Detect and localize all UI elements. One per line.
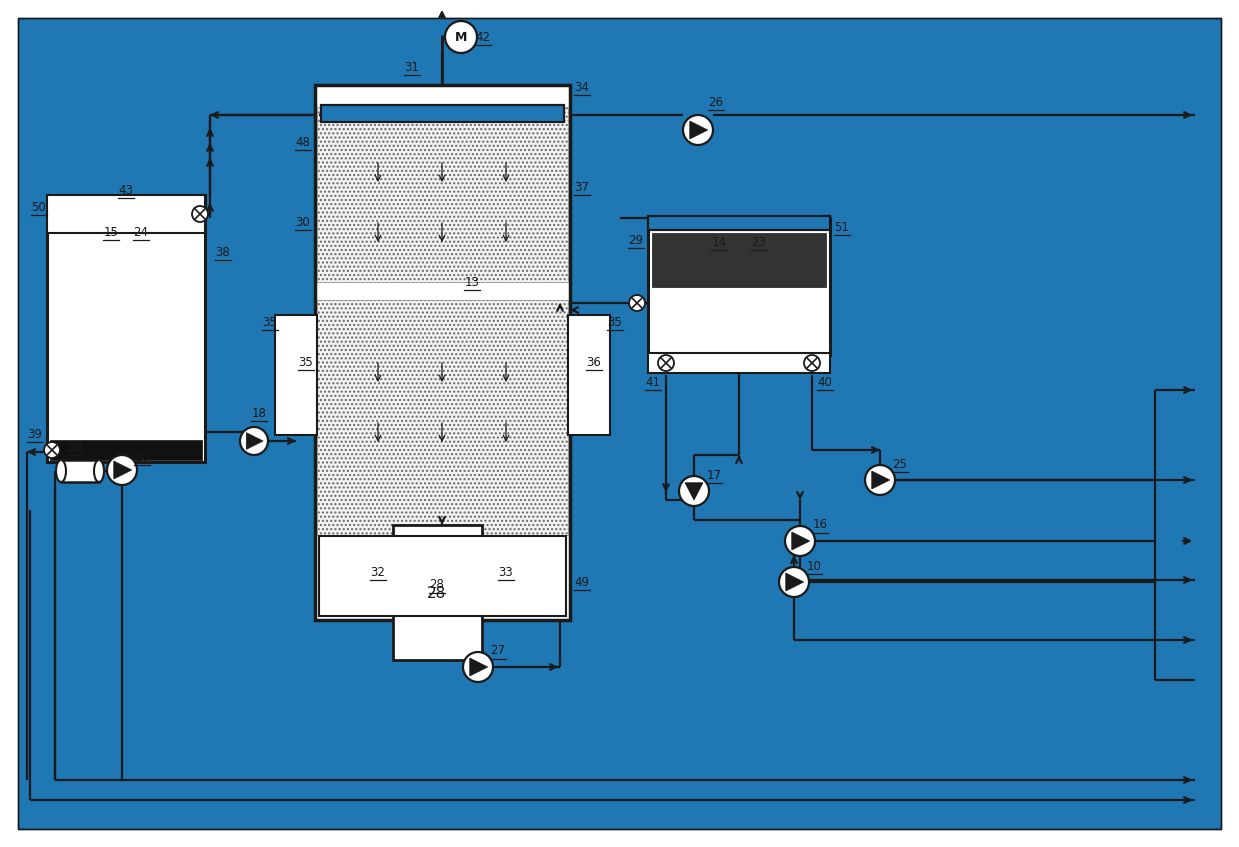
- Bar: [652, 233, 826, 287]
- Text: 31: 31: [405, 60, 420, 74]
- Text: 49: 49: [575, 575, 590, 589]
- Bar: [648, 218, 830, 355]
- Text: 17: 17: [706, 468, 721, 481]
- Text: 28: 28: [430, 579, 445, 591]
- Polygon shape: [786, 573, 804, 591]
- Text: 29: 29: [628, 234, 643, 246]
- Text: 19: 19: [67, 440, 83, 453]
- Circle shape: [629, 295, 646, 311]
- Text: 24: 24: [134, 225, 149, 239]
- Circle shape: [779, 567, 809, 597]
- Circle shape: [865, 465, 895, 495]
- Polygon shape: [114, 461, 131, 479]
- Bar: [61, 460, 99, 482]
- Bar: [648, 216, 830, 230]
- Text: 41: 41: [646, 375, 660, 389]
- Text: 33: 33: [498, 566, 513, 579]
- Text: 35: 35: [299, 356, 313, 368]
- Text: 10: 10: [807, 560, 821, 573]
- Text: 27: 27: [491, 645, 506, 657]
- Text: 13: 13: [465, 275, 479, 289]
- Text: 48: 48: [296, 136, 311, 148]
- Polygon shape: [690, 121, 707, 139]
- Text: 16: 16: [813, 518, 828, 532]
- Circle shape: [192, 206, 208, 222]
- Text: 32: 32: [370, 566, 385, 579]
- Text: 15: 15: [104, 225, 119, 239]
- Polygon shape: [685, 483, 703, 500]
- Bar: [317, 300, 567, 535]
- Bar: [323, 107, 563, 120]
- Text: 35: 35: [263, 315, 278, 329]
- Text: 36: 36: [586, 356, 601, 368]
- Text: 20: 20: [135, 451, 150, 463]
- Text: M: M: [455, 30, 467, 43]
- Text: 43: 43: [119, 184, 134, 197]
- Text: 14: 14: [711, 235, 726, 248]
- Bar: [648, 216, 830, 230]
- Circle shape: [107, 455, 138, 485]
- Circle shape: [679, 476, 709, 506]
- Text: 38: 38: [216, 246, 230, 258]
- Text: 23: 23: [752, 235, 767, 248]
- Text: 40: 40: [818, 375, 833, 389]
- Bar: [570, 317, 608, 433]
- Text: 51: 51: [835, 220, 850, 234]
- Text: 28: 28: [427, 585, 446, 601]
- Text: 37: 37: [575, 180, 590, 193]
- Bar: [275, 315, 317, 435]
- Bar: [47, 195, 204, 462]
- Ellipse shape: [56, 460, 66, 482]
- Bar: [315, 85, 570, 620]
- Bar: [317, 107, 567, 282]
- Text: 50: 50: [32, 201, 46, 213]
- Circle shape: [658, 355, 674, 371]
- Polygon shape: [247, 433, 263, 450]
- Circle shape: [45, 442, 59, 458]
- Ellipse shape: [94, 460, 104, 482]
- Bar: [321, 105, 564, 122]
- Circle shape: [445, 21, 477, 53]
- Text: 34: 34: [575, 80, 590, 93]
- Text: 26: 26: [709, 96, 724, 108]
- Bar: [47, 195, 204, 233]
- Circle shape: [804, 355, 820, 371]
- Text: 35: 35: [607, 315, 622, 329]
- Circle shape: [683, 115, 712, 145]
- Bar: [50, 440, 202, 460]
- Text: 39: 39: [27, 428, 42, 440]
- Bar: [393, 525, 482, 660]
- Polygon shape: [872, 471, 890, 489]
- Bar: [567, 315, 610, 435]
- Circle shape: [463, 652, 493, 682]
- Polygon shape: [792, 532, 810, 550]
- Text: 18: 18: [252, 407, 266, 419]
- Bar: [650, 218, 828, 228]
- Circle shape: [786, 526, 815, 556]
- Bar: [648, 353, 830, 373]
- Text: 42: 42: [476, 30, 491, 43]
- Text: 30: 30: [296, 215, 311, 229]
- Circle shape: [240, 427, 268, 455]
- Bar: [321, 105, 564, 122]
- Polygon shape: [470, 658, 488, 676]
- Text: 25: 25: [892, 457, 907, 470]
- Bar: [318, 536, 566, 616]
- Bar: [278, 317, 315, 433]
